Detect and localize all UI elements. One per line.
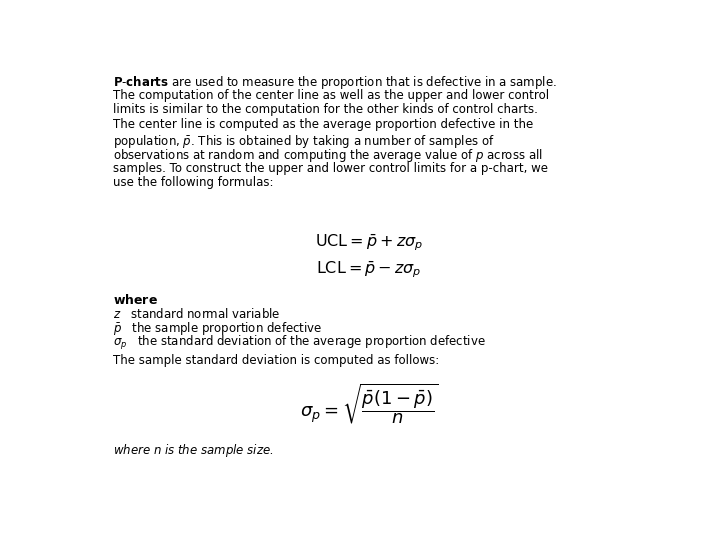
- Text: $\mathrm{LCL} = \bar{p} - z\sigma_p$: $\mathrm{LCL} = \bar{p} - z\sigma_p$: [316, 260, 422, 280]
- Text: $\mathrm{UCL} = \bar{p} + z\sigma_p$: $\mathrm{UCL} = \bar{p} + z\sigma_p$: [315, 233, 423, 253]
- Text: $\sigma_p = \sqrt{\dfrac{\bar{p}(1 - \bar{p})}{n}}$: $\sigma_p = \sqrt{\dfrac{\bar{p}(1 - \ba…: [300, 382, 438, 427]
- Text: $\mathbf{P\text{-}charts}$ are used to measure the proportion that is defective : $\mathbf{P\text{-}charts}$ are used to m…: [113, 74, 557, 91]
- Text: The sample standard deviation is computed as follows:: The sample standard deviation is compute…: [113, 354, 439, 367]
- Text: samples. To construct the upper and lower control limits for a p-chart, we: samples. To construct the upper and lowe…: [113, 162, 548, 175]
- Text: population, $\bar{p}$. This is obtained by taking a number of samples of: population, $\bar{p}$. This is obtained …: [113, 132, 495, 150]
- Text: where $n$ is the sample size.: where $n$ is the sample size.: [113, 442, 274, 459]
- Text: The computation of the center line as well as the upper and lower control: The computation of the center line as we…: [113, 89, 549, 102]
- Text: $\bar{p}$   the sample proportion defective: $\bar{p}$ the sample proportion defectiv…: [113, 320, 323, 338]
- Text: use the following formulas:: use the following formulas:: [113, 177, 274, 190]
- Text: observations at random and computing the average value of $p$ across all: observations at random and computing the…: [113, 147, 543, 164]
- Text: $\sigma_p$   the standard deviation of the average proportion defective: $\sigma_p$ the standard deviation of the…: [113, 334, 486, 352]
- Text: The center line is computed as the average proportion defective in the: The center line is computed as the avera…: [113, 118, 534, 131]
- Text: $\mathbf{where}$: $\mathbf{where}$: [113, 293, 158, 307]
- Text: $z$   standard normal variable: $z$ standard normal variable: [113, 307, 281, 321]
- Text: limits is similar to the computation for the other kinds of control charts.: limits is similar to the computation for…: [113, 103, 538, 116]
